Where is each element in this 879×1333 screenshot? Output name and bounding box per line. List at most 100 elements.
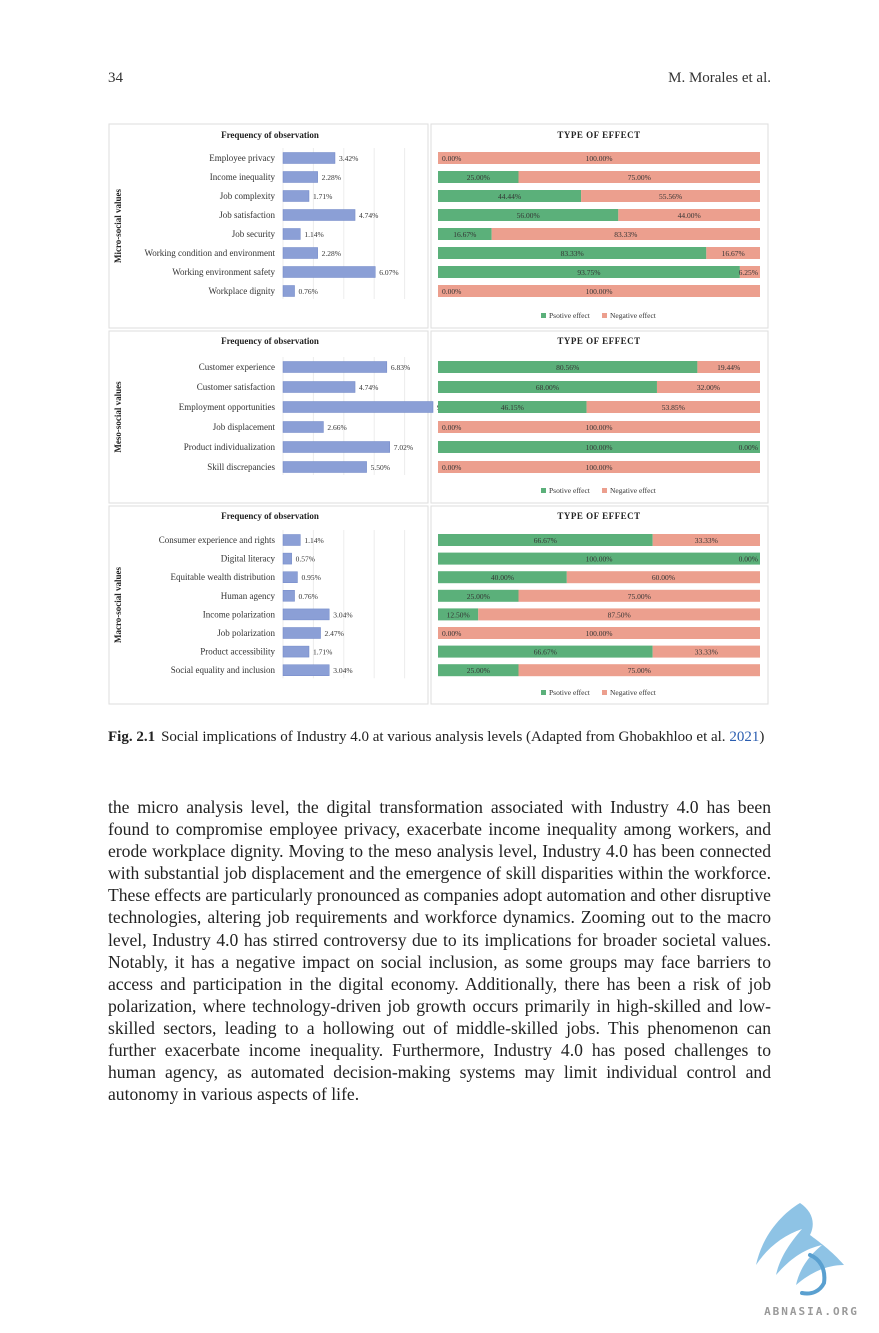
micro-frequency-frame [108,123,429,329]
micro-frequency-bar [282,209,356,221]
macro-positive-value-label: 40.00% [491,573,514,582]
macro-frequency-bar [282,552,292,565]
micro-category-label: Working environment safety [172,267,275,277]
meso-frequency-value-label: 2.66% [327,423,346,432]
meso-negative-segment [656,381,760,393]
macro-category-label: Social equality and inclusion [171,665,276,675]
micro-frequency-value-label: 4.74% [359,211,378,220]
micro-frequency-value-label: 0.76% [299,287,318,296]
macro-frequency-value-label: 1.14% [304,536,323,545]
micro-frequency-title: Frequency of observation [221,130,319,140]
macro-negative-segment [478,608,760,621]
micro-negative-value-label: 6.25% [739,268,758,277]
micro-frequency-bar [282,171,318,183]
macro-positive-segment [438,664,519,677]
micro-frequency-bar [282,247,318,259]
figure-2-1: Frequency of observation TYPE OF EFFECT Mi… [108,122,771,707]
meso-negative-value-label: 0.00% [739,443,758,452]
watermark: ABNASIA.ORG [740,1195,879,1325]
meso-frequency-bar [282,421,324,433]
caption-close: ) [759,729,765,745]
meso-positive-value-label: 100.00% [586,443,613,452]
micro-negative-value-label: 55.56% [659,192,682,201]
macro-positive-segment [438,552,760,565]
meso-positive-value-label: 46.15% [501,403,524,412]
meso-positive-segment [438,361,698,373]
meso-positive-value-label: 80.56% [556,363,579,372]
meso-frequency-value-label: 4.74% [359,383,378,392]
meso-category-label: Job displacement [213,422,276,432]
micro-negative-value-label: 83.33% [614,230,637,239]
meso-frequency-value-label: 6.83% [391,363,410,372]
micro-frequency-bar [282,152,336,164]
meso-negative-value-label: 100.00% [586,463,613,472]
micro-frequency-bar [282,190,310,202]
micro-effect-frame [430,123,769,329]
micro-frequency-value-label: 2.28% [322,173,341,182]
micro-negative-value-label: 44.00% [678,211,701,220]
macro-positive-segment [438,645,653,658]
macro-negative-value-label: 0.00% [739,555,758,564]
meso-negative-segment [438,421,760,433]
micro-negative-segment [581,190,760,202]
macro-frequency-bar [282,534,301,546]
macro-negative-segment [652,534,760,546]
macro-frequency-bar [282,608,330,621]
meso-legend-negative-label: Negative effect [610,486,657,495]
micro-positive-value-label: 16.67% [453,230,476,239]
meso-effect-frame [430,330,769,504]
meso-frequency-bar [282,461,367,473]
page-header: 34 M. Morales et al. [108,70,771,92]
micro-legend-negative-swatch [602,313,607,318]
meso-effect-title: TYPE OF EFFECT [557,336,640,346]
figure-chart-svg: Frequency of observation TYPE OF EFFECT Mi… [108,123,769,705]
macro-positive-segment [438,534,653,546]
micro-positive-value-label: 0.00% [442,154,461,163]
micro-positive-segment [438,228,492,240]
macro-negative-value-label: 33.33% [695,648,718,657]
micro-negative-segment [739,266,760,278]
meso-frequency-bar [282,441,390,453]
macro-frequency-value-label: 3.04% [333,610,352,619]
caption-label: Fig. 2.1 [108,729,156,745]
meso-frequency-bar [282,401,434,413]
meso-positive-segment [438,441,760,453]
macro-frequency-value-label: 0.76% [299,592,318,601]
running-head-authors: M. Morales et al. [668,70,771,86]
meso-category-label: Customer satisfaction [197,382,276,392]
macro-negative-segment [438,627,760,639]
meso-axis-label: Meso-social values [113,381,123,453]
micro-positive-segment [438,209,619,221]
micro-positive-value-label: 25.00% [467,173,490,182]
meso-frequency-bar [282,381,356,393]
micro-category-label: Income inequality [210,172,276,182]
macro-legend-positive-swatch [541,690,546,695]
meso-legend-positive-label: Psotive effect [549,486,591,495]
micro-negative-segment [438,152,760,164]
macro-legend-negative-label: Negative effect [610,688,657,697]
meso-negative-value-label: 53.85% [662,403,685,412]
macro-positive-value-label: 25.00% [467,666,490,675]
macro-frequency-bar [282,645,310,658]
micro-positive-value-label: 56.00% [517,211,540,220]
micro-frequency-bar [282,285,295,297]
macro-positive-value-label: 0.00% [442,629,461,638]
citation-link[interactable]: 2021 [729,729,760,745]
macro-frequency-value-label: 1.71% [313,648,332,657]
macro-legend-negative-swatch [602,690,607,695]
meso-negative-segment [438,461,760,473]
macro-effect-title: TYPE OF EFFECT [557,511,640,521]
macro-positive-segment [438,589,519,602]
micro-negative-value-label: 75.00% [628,173,651,182]
micro-positive-value-label: 93.75% [577,268,600,277]
macro-negative-segment [652,645,760,658]
macro-negative-segment [518,589,760,602]
meso-frequency-title: Frequency of observation [221,336,319,346]
micro-frequency-bar [282,266,376,278]
meso-category-label: Skill discrepancies [207,462,275,472]
macro-positive-value-label: 66.67% [534,648,557,657]
meso-positive-segment [438,381,657,393]
meso-negative-segment [697,361,760,373]
meso-frequency-bar [282,361,388,373]
macro-frequency-value-label: 2.47% [325,629,344,638]
